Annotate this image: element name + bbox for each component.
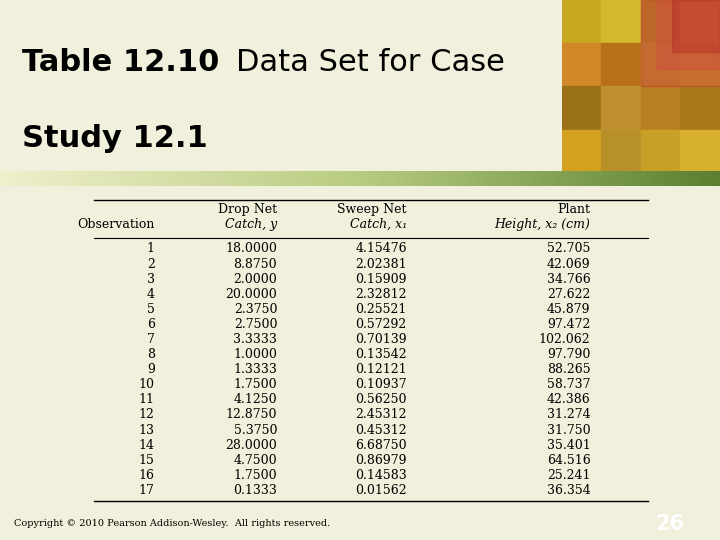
Bar xyxy=(601,130,641,173)
Text: 0.86979: 0.86979 xyxy=(355,454,407,467)
Text: 1.3333: 1.3333 xyxy=(233,363,277,376)
Bar xyxy=(657,0,720,69)
Text: 1.7500: 1.7500 xyxy=(233,469,277,482)
Text: 10: 10 xyxy=(139,379,155,392)
Text: Sweep Net: Sweep Net xyxy=(337,203,407,216)
Text: 34.766: 34.766 xyxy=(546,273,590,286)
Text: 12: 12 xyxy=(139,408,155,421)
Text: 88.265: 88.265 xyxy=(546,363,590,376)
Text: 4.15476: 4.15476 xyxy=(355,242,407,255)
Bar xyxy=(680,86,720,130)
Text: 58.737: 58.737 xyxy=(547,379,590,392)
Bar xyxy=(641,0,720,86)
Text: 7: 7 xyxy=(147,333,155,346)
Text: 97.472: 97.472 xyxy=(547,318,590,331)
Text: 0.14583: 0.14583 xyxy=(355,469,407,482)
Text: 4: 4 xyxy=(147,288,155,301)
Text: Plant: Plant xyxy=(557,203,590,216)
Text: 12.8750: 12.8750 xyxy=(225,408,277,421)
Bar xyxy=(641,0,680,43)
Bar xyxy=(672,0,720,52)
Text: Catch, y: Catch, y xyxy=(225,218,277,231)
Text: 0.10937: 0.10937 xyxy=(355,379,407,392)
Text: 3: 3 xyxy=(147,273,155,286)
Text: Drop Net: Drop Net xyxy=(218,203,277,216)
Text: 1.7500: 1.7500 xyxy=(233,379,277,392)
Text: 0.15909: 0.15909 xyxy=(355,273,407,286)
Text: 1.0000: 1.0000 xyxy=(233,348,277,361)
Text: 2: 2 xyxy=(147,258,155,271)
Text: 35.401: 35.401 xyxy=(546,438,590,451)
Bar xyxy=(641,130,680,173)
Text: 36.354: 36.354 xyxy=(546,484,590,497)
Text: 13: 13 xyxy=(139,423,155,436)
Text: 45.879: 45.879 xyxy=(547,303,590,316)
Text: 8: 8 xyxy=(147,348,155,361)
Bar xyxy=(680,43,720,86)
Text: 27.622: 27.622 xyxy=(547,288,590,301)
Text: 9: 9 xyxy=(147,363,155,376)
Text: 17: 17 xyxy=(139,484,155,497)
Text: 0.70139: 0.70139 xyxy=(355,333,407,346)
Bar xyxy=(641,43,680,86)
Text: 3.3333: 3.3333 xyxy=(233,333,277,346)
Text: 0.1333: 0.1333 xyxy=(233,484,277,497)
Text: 102.062: 102.062 xyxy=(539,333,590,346)
Text: Observation: Observation xyxy=(78,218,155,231)
Bar xyxy=(562,86,601,130)
Text: 0.13542: 0.13542 xyxy=(355,348,407,361)
Text: 0.25521: 0.25521 xyxy=(356,303,407,316)
Text: 4.7500: 4.7500 xyxy=(233,454,277,467)
Text: 28.0000: 28.0000 xyxy=(225,438,277,451)
Text: 5.3750: 5.3750 xyxy=(234,423,277,436)
Text: Height, x₂ (cm): Height, x₂ (cm) xyxy=(495,218,590,231)
Bar xyxy=(562,0,601,43)
Bar xyxy=(641,86,680,130)
Text: 42.069: 42.069 xyxy=(546,258,590,271)
Bar xyxy=(562,130,601,173)
Text: 5: 5 xyxy=(147,303,155,316)
Text: 8.8750: 8.8750 xyxy=(233,258,277,271)
Text: 14: 14 xyxy=(139,438,155,451)
Text: Copyright © 2010 Pearson Addison-Wesley.  All rights reserved.: Copyright © 2010 Pearson Addison-Wesley.… xyxy=(14,519,330,528)
Text: 11: 11 xyxy=(139,393,155,407)
Text: Catch, x₁: Catch, x₁ xyxy=(350,218,407,231)
Text: 18.0000: 18.0000 xyxy=(225,242,277,255)
Text: 1: 1 xyxy=(147,242,155,255)
Text: 6: 6 xyxy=(147,318,155,331)
Text: 0.57292: 0.57292 xyxy=(356,318,407,331)
Text: 6.68750: 6.68750 xyxy=(355,438,407,451)
Text: 42.386: 42.386 xyxy=(546,393,590,407)
Bar xyxy=(680,0,720,43)
Text: 0.12121: 0.12121 xyxy=(355,363,407,376)
Text: 2.45312: 2.45312 xyxy=(355,408,407,421)
Text: 16: 16 xyxy=(139,469,155,482)
Text: 31.750: 31.750 xyxy=(546,423,590,436)
Text: Data Set for Case: Data Set for Case xyxy=(236,49,505,77)
Text: 2.7500: 2.7500 xyxy=(234,318,277,331)
Text: 0.45312: 0.45312 xyxy=(355,423,407,436)
Text: Study 12.1: Study 12.1 xyxy=(22,124,208,153)
Text: 20.0000: 20.0000 xyxy=(225,288,277,301)
Text: 64.516: 64.516 xyxy=(546,454,590,467)
Text: 4.1250: 4.1250 xyxy=(233,393,277,407)
Text: 52.705: 52.705 xyxy=(547,242,590,255)
Bar xyxy=(680,130,720,173)
Text: 26: 26 xyxy=(655,514,684,534)
Text: Table 12.10: Table 12.10 xyxy=(22,49,220,77)
Bar xyxy=(601,86,641,130)
Text: 2.02381: 2.02381 xyxy=(355,258,407,271)
Text: 2.0000: 2.0000 xyxy=(233,273,277,286)
Bar xyxy=(601,43,641,86)
Text: 31.274: 31.274 xyxy=(546,408,590,421)
Bar xyxy=(562,43,601,86)
Text: 2.32812: 2.32812 xyxy=(355,288,407,301)
Text: 97.790: 97.790 xyxy=(547,348,590,361)
Text: 0.01562: 0.01562 xyxy=(355,484,407,497)
Text: 2.3750: 2.3750 xyxy=(234,303,277,316)
Text: 25.241: 25.241 xyxy=(547,469,590,482)
Text: 0.56250: 0.56250 xyxy=(355,393,407,407)
Bar xyxy=(601,0,641,43)
Text: 15: 15 xyxy=(139,454,155,467)
